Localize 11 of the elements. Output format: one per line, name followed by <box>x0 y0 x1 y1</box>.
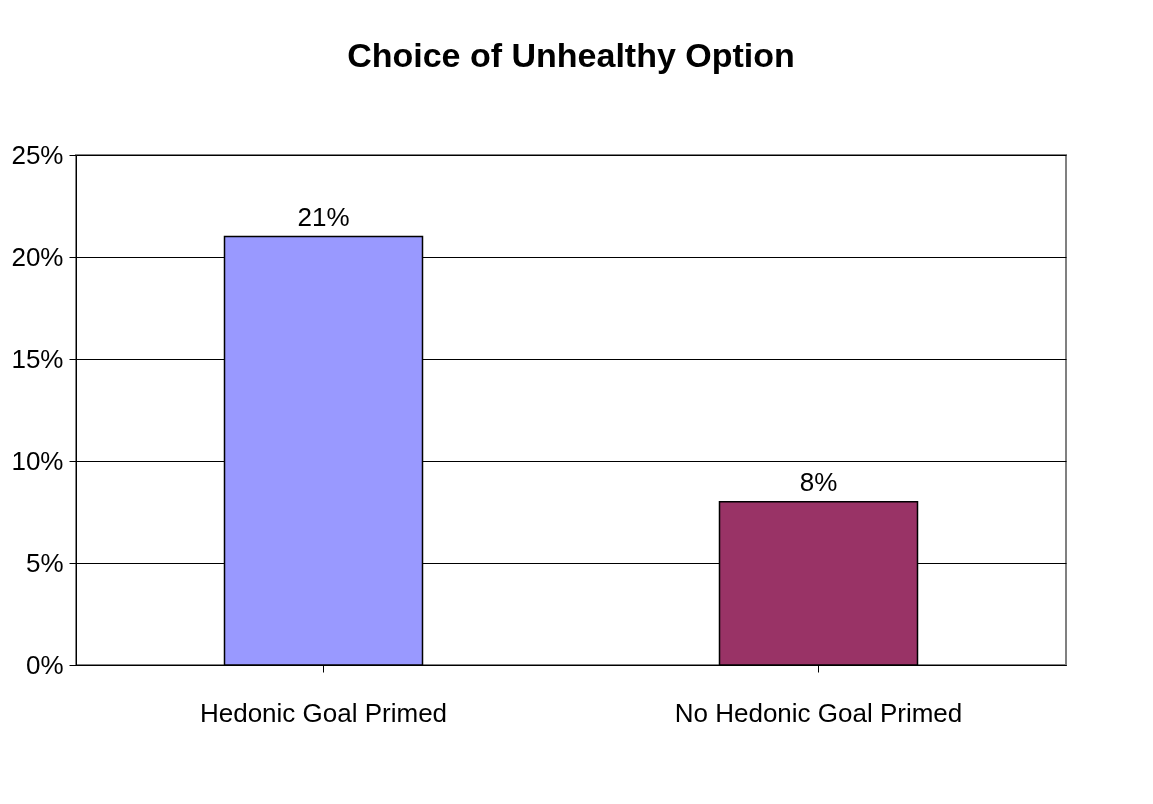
y-tick-label: 10% <box>11 445 64 476</box>
y-tick-label: 5% <box>25 547 64 578</box>
x-tick-label: Hedonic Goal Primed <box>199 697 448 728</box>
y-tick-label: 0% <box>25 649 64 680</box>
y-tick-label: 15% <box>11 343 64 374</box>
x-tick-label: No Hedonic Goal Primed <box>674 697 963 728</box>
data-label: 21% <box>297 201 350 232</box>
y-tick-label: 25% <box>11 139 64 170</box>
data-label: 8% <box>799 466 838 497</box>
chart-title: Choice of Unhealthy Option <box>347 36 795 74</box>
y-tick-label: 20% <box>11 241 64 272</box>
